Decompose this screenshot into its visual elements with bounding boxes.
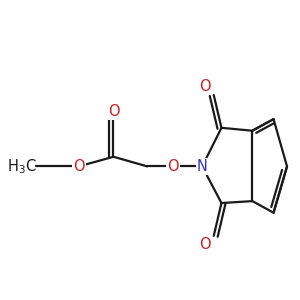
Text: O: O bbox=[199, 237, 211, 252]
Text: O: O bbox=[199, 79, 211, 94]
Text: O: O bbox=[73, 159, 85, 174]
Text: O: O bbox=[167, 159, 179, 174]
Text: H$_3$C: H$_3$C bbox=[7, 157, 36, 176]
Text: N: N bbox=[197, 159, 208, 174]
Text: O: O bbox=[108, 104, 119, 119]
